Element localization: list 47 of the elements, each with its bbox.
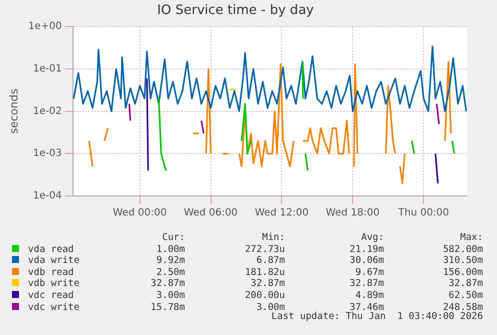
x-tick-label: Wed 00:00 [112,208,167,219]
text: 2.50m [155,266,185,278]
text: 3.00m [255,302,285,313]
legend-label: vda read [27,244,75,256]
x-tick-label: Wed 18:00 [326,208,380,219]
text: 15.78m [150,302,185,314]
text: 582.00m [442,244,483,256]
text: 32.87m [348,278,384,290]
y-tick-label: 1e+00 [28,21,62,32]
text: 30.06m [348,255,384,267]
text: 248.58m [442,302,483,313]
legend-label: vdc read [27,290,75,302]
text: 62.50m [448,290,483,302]
text: 32.87m [150,278,185,290]
text: 32.87m [448,278,483,290]
text: 200.00u [244,290,285,302]
text: 32.87m [250,278,285,290]
legend-label: vdb read [27,266,75,278]
text: Avg: [360,232,384,244]
text: Max: [459,232,483,244]
chart-title: IO Service time - by day [157,3,314,18]
text: 6.87m [255,255,285,267]
text: 9.67m [354,266,384,278]
y-tick-label: 1e-01 [32,64,62,75]
y-tick-label: 1e-03 [32,148,62,160]
x-tick-label: Wed 06:00 [184,208,238,219]
y-axis-title: seconds [7,88,20,134]
y-tick-label: 1e-02 [32,106,62,117]
x-tick-label: Thu 00:00 [397,208,450,219]
text: Cur: [161,232,185,244]
text: 37.46m [350,302,384,313]
text: 1.00m [155,244,185,256]
text: 181.82u [244,266,285,278]
x-tick-label: Wed 12:00 [254,208,309,219]
y-tick-label: 1e-04 [32,190,62,202]
text: Last update: Thu Jan 1 03:40:00 2026 [271,311,483,322]
text: 272.73u [244,244,285,256]
text: 310.50m [442,255,483,267]
text: 21.19m [348,244,384,256]
text: 4.89m [354,290,384,302]
text: 156.00m [442,266,483,278]
text: Min: [261,232,285,244]
legend-label: vda write [27,255,80,267]
text: 3.00m [155,290,185,302]
legend-label: vdc write [27,302,80,314]
text: 9.92m [155,255,185,267]
legend-label: vdb write [27,278,80,290]
